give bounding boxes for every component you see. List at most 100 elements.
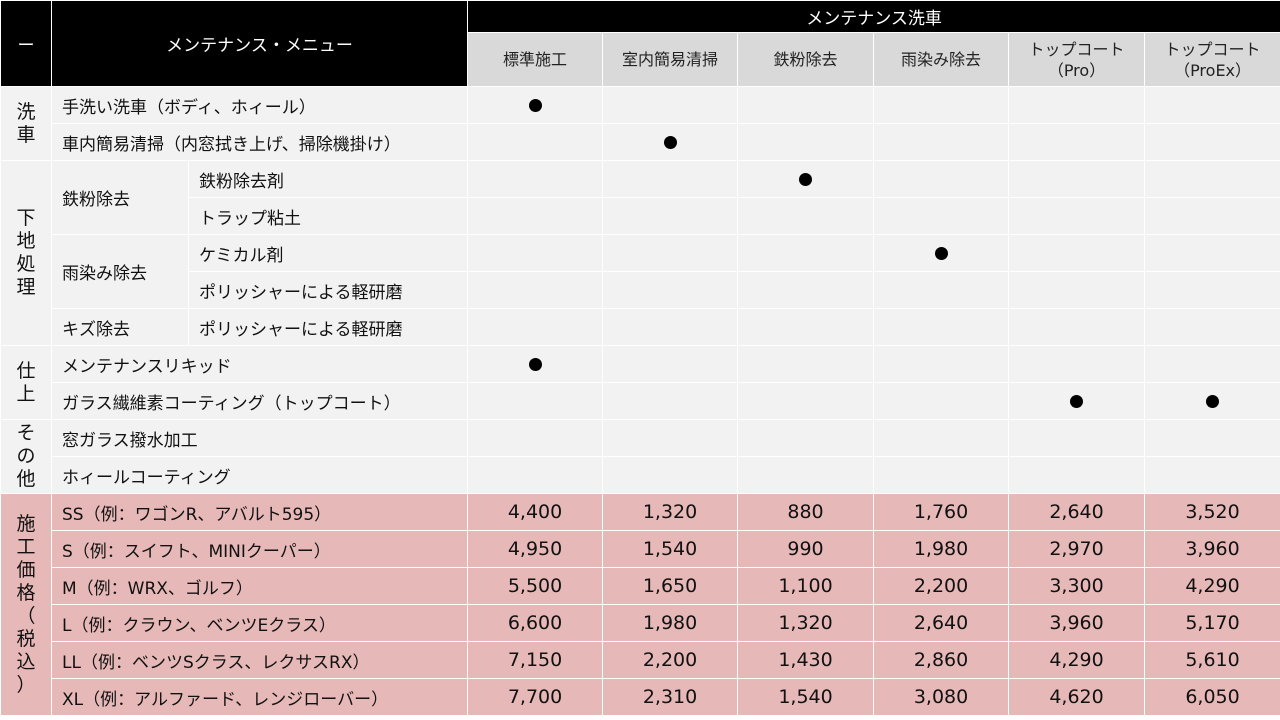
price-cell: 2,640 (873, 604, 1010, 642)
row-label: 窓ガラス撥水加工 (50, 419, 469, 457)
table-row: その他 窓ガラス撥水加工 (0, 419, 1280, 494)
mark-cell (873, 345, 1010, 383)
table-row: ガラス繊維素コーティング（トップコート） (1, 382, 1280, 420)
column-header: 室内簡易清掃 (602, 32, 739, 87)
table-row: 車内簡易清掃（内窓拭き上げ、掃除機掛け） (1, 123, 1280, 161)
mark-cell (1008, 382, 1146, 420)
mark-cell (602, 86, 739, 124)
mark-cell (1008, 160, 1146, 198)
mark-cell (873, 123, 1010, 161)
price-cell: 1,650 (602, 567, 739, 605)
mark-cell (873, 456, 1010, 494)
mark-cell (467, 123, 604, 161)
mark-cell (602, 345, 739, 383)
price-cell: 3,520 (1144, 493, 1280, 531)
price-cell: 1,760 (873, 493, 1010, 531)
price-label: L（例：クラウン、ベンツEクラス） (50, 604, 469, 642)
mark-cell (737, 160, 875, 198)
group-iron-removal: 鉄粉除去 (51, 160, 189, 235)
price-cell: 3,300 (1008, 567, 1146, 605)
price-cell: 1,100 (737, 567, 875, 605)
mark-cell (467, 345, 604, 383)
column-header: 雨染み除去 (873, 32, 1010, 87)
price-cell: 880 (737, 493, 875, 531)
price-row: S（例：スイフト、MINIクーパー） 4,950 1,540 990 1,980… (1, 530, 1280, 568)
table-row: 洗車 手洗い洗車（ボディ、ホィール） (0, 86, 1280, 161)
price-cell: 7,700 (467, 678, 604, 716)
column-header: トップコート （Pro） (1008, 32, 1146, 87)
column-header: 鉄粉除去 (737, 32, 875, 87)
filled-circle-icon (1206, 394, 1220, 408)
mark-cell (467, 197, 604, 235)
table-row: ホィールコーティング (1, 456, 1280, 494)
filled-circle-icon (1070, 394, 1084, 408)
row-label: 手洗い洗車（ボディ、ホィール） (50, 86, 469, 124)
price-cell: 2,970 (1008, 530, 1146, 568)
mark-cell (467, 456, 604, 494)
row-label: ケミカル剤 (187, 234, 469, 272)
table-row: 雨染み除去 ケミカル剤 (1, 234, 1280, 309)
table-row: キズ除去 ポリッシャーによる軽研磨 (1, 308, 1280, 346)
mark-cell (873, 419, 1010, 457)
mark-cell (602, 160, 739, 198)
mark-cell (1008, 86, 1146, 124)
row-label: ホィールコーティング (50, 456, 469, 494)
category-other: その他 (0, 419, 52, 494)
price-cell: 4,290 (1008, 641, 1146, 679)
row-label: 鉄粉除去剤 (187, 160, 469, 198)
price-cell: 2,310 (602, 678, 739, 716)
mark-cell (602, 419, 739, 457)
header-row: ー メンテナンス・メニュー メンテナンス洗車 (0, 0, 1280, 87)
mark-cell (737, 419, 875, 457)
mark-cell (737, 197, 875, 235)
subheader-row: 標準施工 室内簡易清掃 鉄粉除去 雨染み除去 トップコート （Pro） トップコー… (1, 32, 1280, 87)
table-row: ポリッシャーによる軽研磨 (1, 271, 1280, 309)
price-cell: 5,170 (1144, 604, 1280, 642)
mark-cell (1144, 160, 1280, 198)
mark-cell (602, 197, 739, 235)
price-cell: 1,980 (602, 604, 739, 642)
mark-cell (873, 308, 1010, 346)
mark-cell (873, 86, 1010, 124)
price-cell: 2,200 (602, 641, 739, 679)
mark-cell (873, 160, 1010, 198)
mark-cell (1144, 234, 1280, 272)
mark-cell (467, 271, 604, 309)
row-label: ポリッシャーによる軽研磨 (187, 308, 469, 346)
price-label: LL（例：ベンツSクラス、レクサスRX） (50, 641, 469, 679)
filled-circle-icon (799, 172, 813, 186)
price-row: M（例：WRX、ゴルフ） 5,500 1,650 1,100 2,200 3,3… (1, 567, 1280, 605)
filled-circle-icon (663, 135, 677, 149)
price-cell: 990 (737, 530, 875, 568)
price-cell: 4,950 (467, 530, 604, 568)
table-row: 仕上 メンテナンスリキッド (0, 345, 1280, 420)
mark-cell (1144, 197, 1280, 235)
mark-cell (737, 123, 875, 161)
mark-cell (467, 234, 604, 272)
mark-cell (602, 308, 739, 346)
column-header: トップコート （ProEx） (1144, 32, 1280, 87)
price-cell: 1,540 (602, 530, 739, 568)
category-finish: 仕上 (0, 345, 52, 420)
price-cell: 1,980 (873, 530, 1010, 568)
mark-cell (1008, 345, 1146, 383)
mark-cell (602, 456, 739, 494)
mark-cell (1008, 419, 1146, 457)
category-wash: 洗車 (0, 86, 52, 161)
mark-cell (1144, 382, 1280, 420)
mark-cell (467, 308, 604, 346)
price-cell: 2,640 (1008, 493, 1146, 531)
mark-cell (1008, 271, 1146, 309)
mark-cell (873, 197, 1010, 235)
mark-cell (873, 271, 1010, 309)
menu-title: メンテナンス・メニュー (50, 0, 469, 87)
price-cell: 1,540 (737, 678, 875, 716)
mark-cell (873, 234, 1010, 272)
group-scratch-removal: キズ除去 (51, 308, 189, 346)
row-label: トラップ粘土 (187, 197, 469, 235)
category-price: 施工価格（税込） (0, 493, 52, 716)
price-cell: 2,200 (873, 567, 1010, 605)
group-rain-stain-removal: 雨染み除去 (51, 234, 189, 309)
column-header: 標準施工 (467, 32, 604, 87)
